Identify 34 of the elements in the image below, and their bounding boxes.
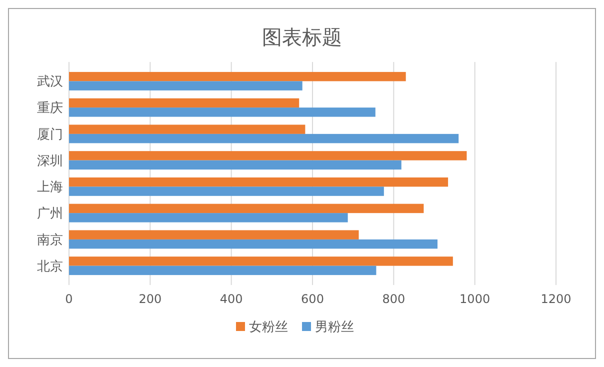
bar	[69, 98, 300, 108]
bar	[69, 134, 459, 144]
bar	[69, 213, 348, 222]
y-tick-label: 深圳	[37, 154, 63, 169]
legend-label: 男粉丝	[315, 320, 354, 335]
y-tick-label: 北京	[37, 259, 63, 274]
x-tick-label: 1200	[540, 292, 572, 306]
bar	[69, 177, 448, 187]
x-tick-label: 200	[138, 292, 162, 306]
bar	[69, 256, 453, 266]
bar	[69, 124, 306, 134]
x-tick-label: 400	[220, 292, 243, 306]
bar	[69, 239, 438, 249]
bar	[69, 72, 406, 82]
y-tick-label: 广州	[37, 206, 63, 222]
y-tick-label: 上海	[37, 180, 63, 196]
legend-label: 女粉丝	[249, 320, 288, 335]
y-tick-label: 重庆	[37, 101, 63, 116]
bar	[69, 266, 376, 276]
y-tick-label: 厦门	[37, 126, 63, 142]
y-tick-label: 武汉	[37, 74, 63, 90]
bar	[69, 186, 384, 196]
x-tick-label: 800	[382, 292, 406, 306]
x-tick-label: 600	[301, 292, 324, 306]
bar	[69, 160, 402, 170]
y-tick-label: 南京	[37, 232, 63, 248]
chart-title: 图表标题	[262, 25, 342, 49]
bar	[69, 204, 424, 214]
x-tick-label: 1000	[460, 292, 490, 306]
bar	[69, 230, 359, 240]
x-tick-label: 0	[65, 292, 73, 306]
bar	[69, 81, 302, 90]
bar	[69, 151, 467, 160]
bar	[69, 108, 376, 117]
